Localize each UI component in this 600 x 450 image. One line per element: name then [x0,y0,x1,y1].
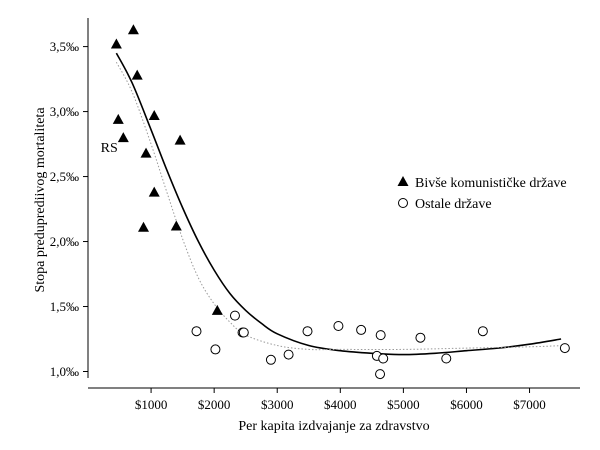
circle-point [375,369,386,380]
y-axis-ticks: 1,0‰ 1,5‰ 2,0‰ 2,5‰ 3,0‰ 3,5‰ [50,39,88,379]
x-tick-label: $2000 [198,397,231,412]
data-points [110,24,570,380]
legend-label-others: Ostale države [415,197,492,212]
legend: Bivše komunističke države Ostale države [397,176,567,212]
circle-point [229,310,240,321]
circle-point [356,324,367,335]
circle-point [477,326,488,337]
triangle-point [131,69,143,80]
fit-curves [115,52,565,356]
legend-triangle-marker [397,176,409,186]
x-tick-label: $3000 [261,397,294,412]
legend-circle-marker [398,198,408,208]
y-tick-label: 3,5‰ [50,39,79,54]
circle-point [265,354,276,365]
annotation-label: RS [101,141,118,156]
fit-curve-solid [115,52,562,356]
y-tick-label: 1,5‰ [50,299,79,314]
circle-point [333,321,344,332]
x-tick-label: $1000 [135,397,168,412]
legend-label-communist: Bivše komunističke države [415,176,567,191]
annotations: RS [101,141,118,156]
x-axis-ticks: $1000 $2000 $3000 $4000 $5000 $6000 $7000 [135,388,546,412]
circle-point [378,353,389,364]
circle-point [238,327,249,338]
triangle-point [117,132,129,143]
circle-point [415,332,426,343]
y-axis-label: Stopa preduprediivog mortaliteta [33,107,48,293]
y-tick-label: 2,0‰ [50,234,79,249]
y-tick-label: 2,5‰ [50,169,79,184]
fit-curve-dotted [115,61,565,351]
plot-area: 1,0‰ 1,5‰ 2,0‰ 2,5‰ 3,0‰ 3,5‰ $1000 $2000 $3000… [50,18,580,412]
triangle-point [112,113,124,124]
triangle-point [138,221,150,232]
x-tick-label: $7000 [513,397,546,412]
triangle-point [110,38,122,49]
triangle-point [148,109,160,120]
x-tick-label: $6000 [450,397,483,412]
x-tick-label: $4000 [324,397,357,412]
triangle-point [211,304,223,315]
triangle-point [148,186,160,197]
circle-point [302,326,313,337]
triangle-point [140,147,152,158]
triangle-point [174,134,186,145]
x-tick-label: $5000 [387,397,420,412]
circle-point [191,326,202,337]
circle-point [559,343,570,354]
triangle-point [127,24,139,35]
circle-point [441,353,452,364]
y-tick-label: 1,0‰ [50,364,79,379]
circle-point [283,349,294,360]
circle-point [210,344,221,355]
circle-point [375,330,386,341]
triangle-point [170,220,182,231]
x-axis-label: Per kapita izdvajanje za zdravstvo [238,419,429,434]
y-tick-label: 3,0‰ [50,104,79,119]
